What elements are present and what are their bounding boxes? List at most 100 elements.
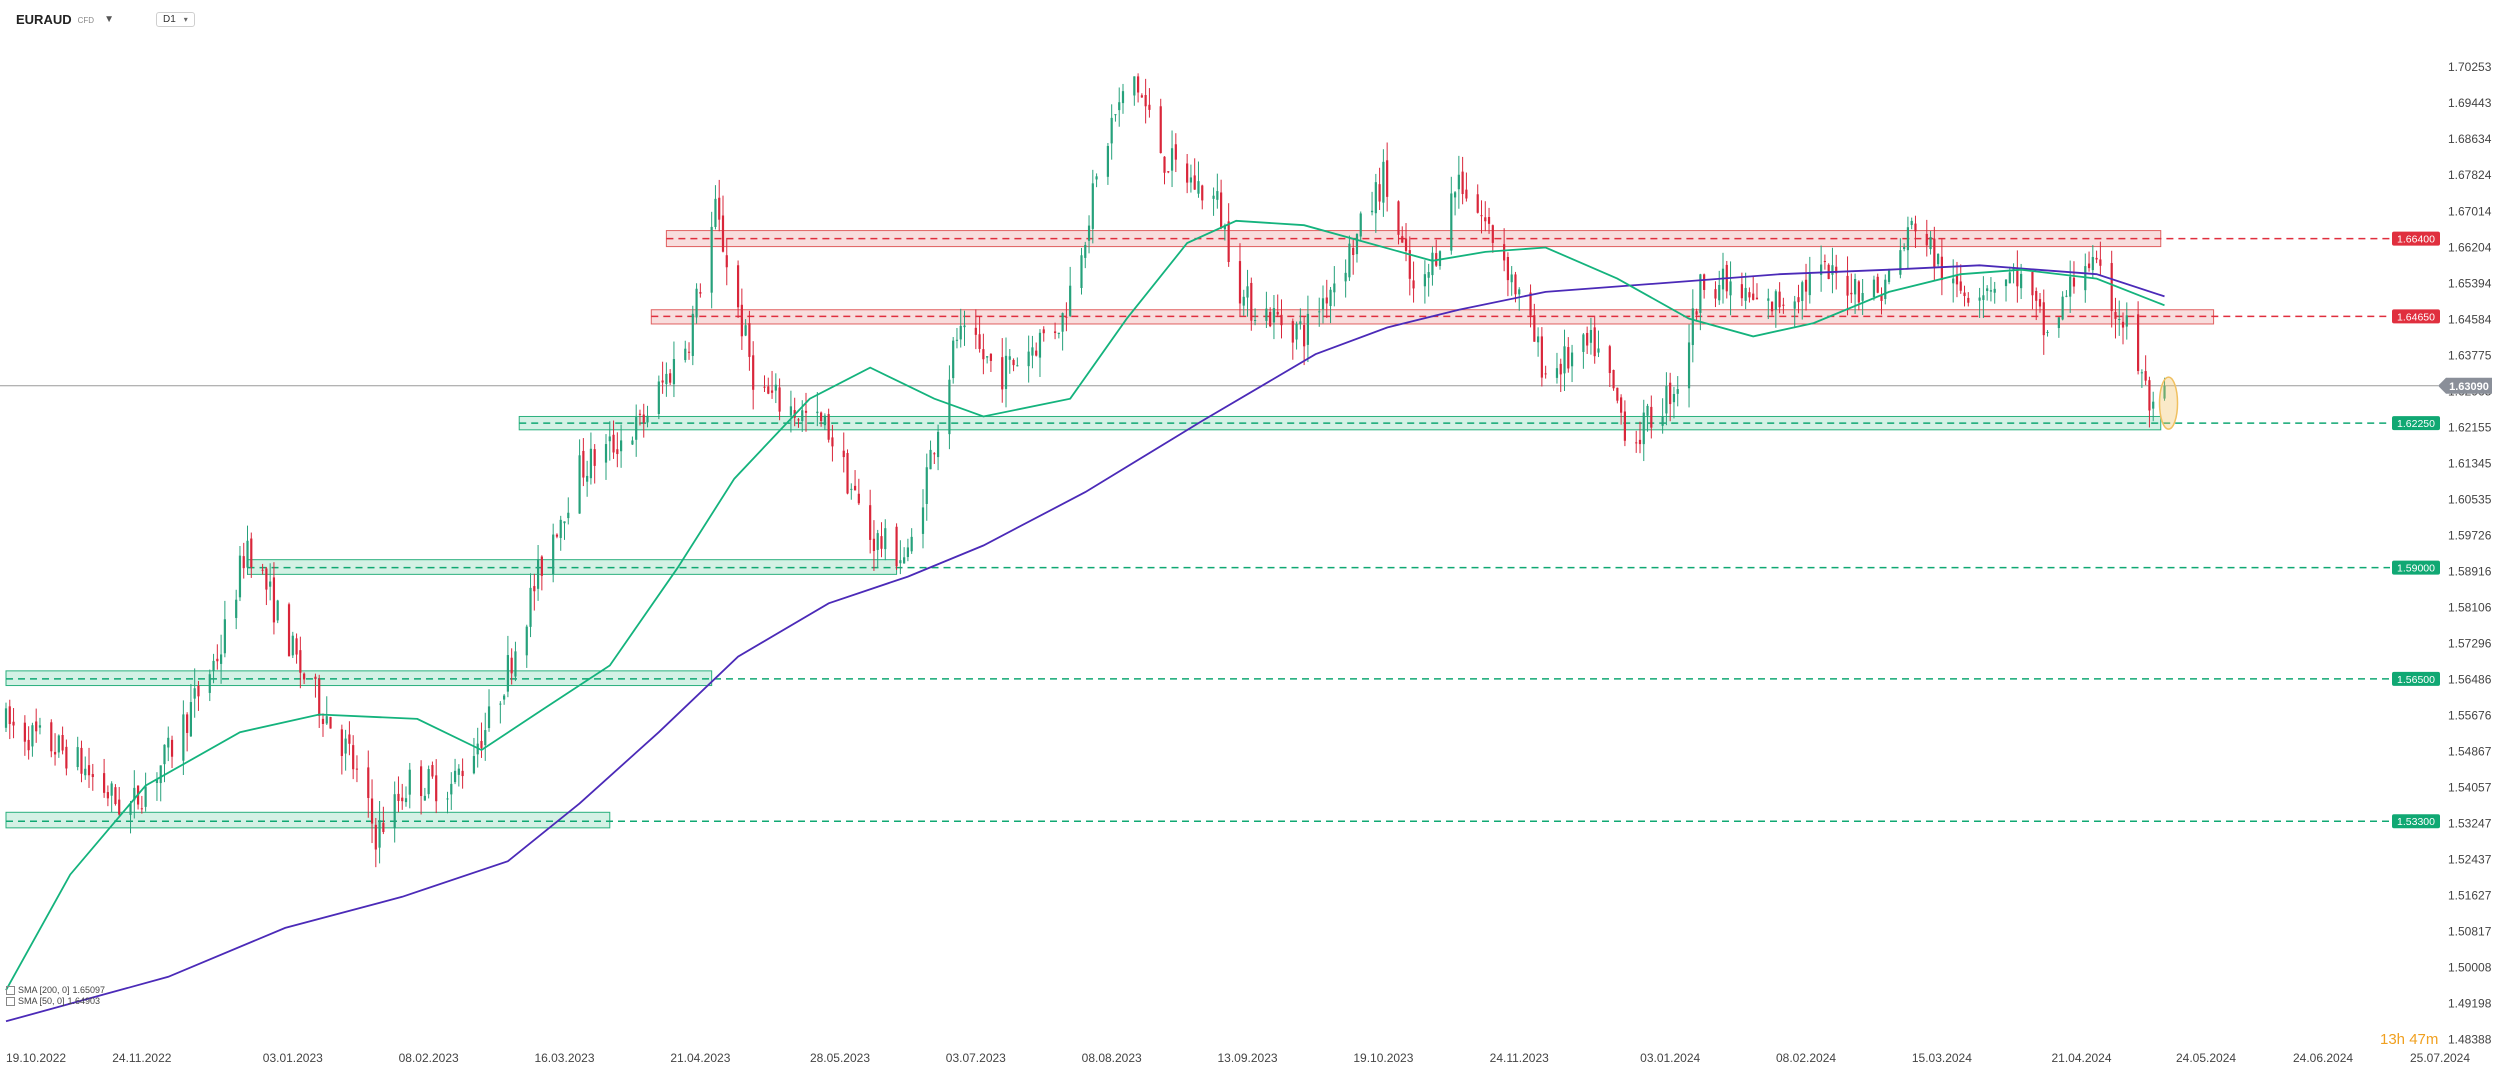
candle-body (499, 703, 502, 705)
candle-body (1559, 363, 1562, 375)
candle-body (748, 323, 751, 357)
candle-body (1227, 221, 1230, 262)
candle-body (642, 414, 645, 423)
symbol-name[interactable]: EURAUD (16, 11, 72, 27)
candle-body (242, 556, 245, 569)
candle (2072, 261, 2076, 294)
legend-row-sma50[interactable]: SMA [50, 0] 1.64903 (6, 996, 105, 1007)
candle (1280, 299, 1283, 339)
candle-body (1216, 191, 1219, 200)
timeframe-select[interactable]: D1 ▾ (155, 11, 195, 27)
candle-body (1623, 411, 1626, 441)
candle-body (1536, 336, 1540, 343)
candle-body (1820, 264, 1823, 275)
candle (959, 308, 962, 348)
candle-body (367, 767, 370, 798)
candle (552, 523, 555, 583)
candle (1408, 236, 1411, 296)
settings-icon[interactable] (6, 997, 15, 1006)
candle (669, 369, 672, 386)
candle (1035, 342, 1038, 357)
candle-body (718, 197, 721, 220)
candle-body (457, 768, 460, 775)
support-label: 1.62250 (2392, 416, 2440, 431)
candle-body (540, 556, 543, 576)
candle-body (1914, 223, 1917, 232)
candle-body (1061, 313, 1064, 332)
candle-body (50, 722, 53, 752)
candle (1465, 172, 1468, 202)
candle-body (725, 255, 728, 268)
candle (1876, 273, 1879, 294)
candle-body (1427, 272, 1430, 278)
candle (1057, 332, 1060, 339)
candle-body (472, 756, 476, 774)
candle-body (12, 721, 15, 726)
candle-body (563, 521, 566, 524)
candle (420, 760, 423, 815)
symbol-dropdown-icon[interactable]: ▼ (104, 13, 114, 25)
candle (1506, 252, 1510, 297)
candle (1899, 238, 1902, 279)
candle-body (1518, 289, 1521, 295)
candle (1986, 285, 1989, 301)
candle (1174, 133, 1177, 173)
candle (1299, 308, 1302, 330)
candle-body (404, 798, 408, 803)
candle (344, 729, 347, 771)
candle (1850, 273, 1853, 304)
candle-body (1012, 359, 1015, 366)
candle-body (352, 745, 355, 770)
x-tick-label: 19.10.2022 (6, 1051, 66, 1065)
candle (2035, 287, 2038, 321)
y-tick-label: 1.69443 (2448, 96, 2492, 110)
candle (1189, 164, 1193, 193)
x-tick-label: 21.04.2023 (670, 1051, 730, 1065)
candle (472, 737, 476, 775)
candle (2087, 251, 2091, 272)
candle (740, 288, 743, 350)
candle (1246, 269, 1249, 317)
candle (710, 211, 713, 309)
candle-body (8, 706, 11, 725)
candle (1646, 403, 1649, 432)
x-tick-label: 03.07.2023 (946, 1051, 1006, 1065)
candle-body (1069, 285, 1072, 316)
candle (763, 375, 766, 392)
candle-body (1144, 95, 1147, 107)
candle-body (1718, 284, 1721, 301)
candle-body (1529, 292, 1532, 316)
candle-body (1650, 406, 1653, 428)
candle (1846, 256, 1849, 316)
candle-body (955, 339, 959, 341)
legend-row-sma200[interactable]: SMA [200, 0] 1.65097 (6, 985, 105, 996)
candle-body (1438, 251, 1442, 267)
candle-body (1967, 297, 1970, 303)
x-tick-label: 24.11.2023 (1490, 1051, 1549, 1065)
candle (1318, 297, 1321, 327)
candle-body (2099, 259, 2102, 266)
settings-icon[interactable] (6, 986, 15, 995)
candle (370, 779, 374, 844)
candle-body (593, 449, 596, 466)
candle (378, 801, 381, 864)
candle-body (612, 434, 615, 453)
candle-body (321, 718, 325, 724)
candle-body (1861, 292, 1864, 301)
candle-body (1269, 311, 1272, 327)
candle-body (638, 413, 642, 415)
candle (593, 444, 596, 484)
candle-body (450, 783, 453, 795)
candle (1133, 76, 1136, 106)
candle-body (880, 536, 883, 549)
candle (1536, 327, 1540, 357)
candle-body (1242, 296, 1245, 306)
candle-body (695, 288, 698, 318)
candle-body (1884, 279, 1887, 299)
candle (1238, 243, 1242, 316)
candle-body (525, 626, 528, 656)
candle-body (182, 714, 185, 761)
candle-body (2072, 277, 2076, 287)
